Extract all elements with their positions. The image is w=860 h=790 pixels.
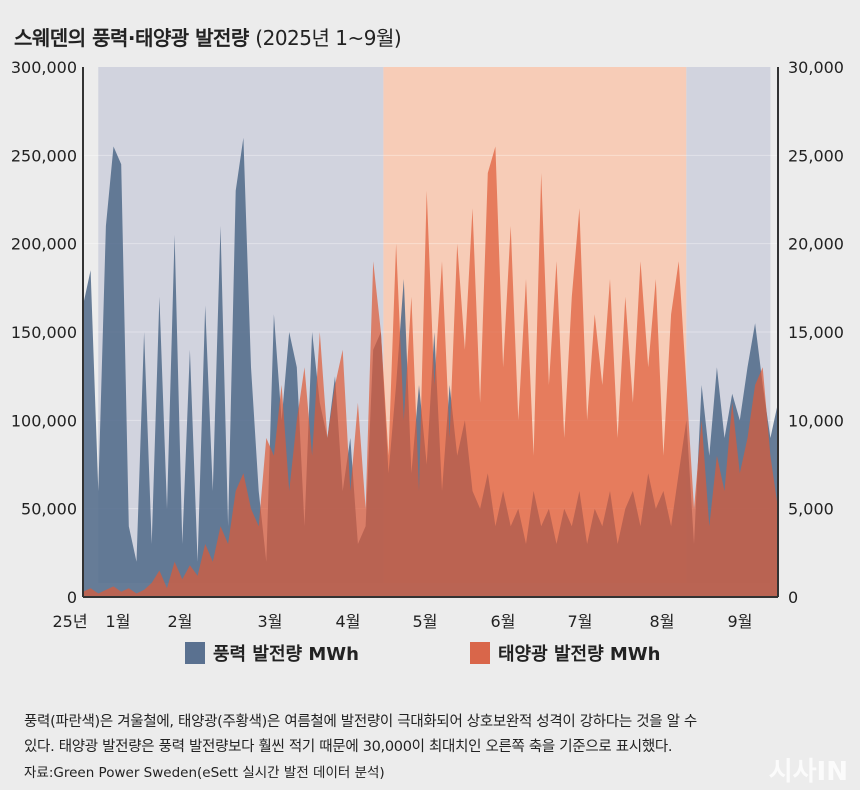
source-note: 자료:Green Power Sweden(eSett 실시간 발전 데이터 분… [24, 765, 385, 781]
x-tick-label: 3월 [258, 612, 283, 631]
x-tick-label: 8월 [650, 612, 675, 631]
note-line-2: 있다. 태양광 발전량은 풍력 발전량보다 훨씬 적기 때문에 30,000이 … [24, 739, 673, 755]
x-tick-label: 2월 [168, 612, 193, 631]
legend-solar: 태양광 발전량 MWh [470, 640, 660, 666]
right-tick-label: 20,000 [788, 235, 844, 254]
watermark-logo: 시사IN [768, 757, 848, 787]
title-sub: (2025년 1~9월) [255, 26, 402, 50]
right-tick-label: 10,000 [788, 411, 844, 430]
left-tick-label: 300,000 [11, 58, 77, 77]
legend-wind-label: 풍력 발전량 MWh [213, 644, 359, 665]
title-main: 스웨덴의 풍력·태양광 발전량 [14, 26, 249, 50]
chart-title: 스웨덴의 풍력·태양광 발전량 (2025년 1~9월) [14, 22, 402, 51]
legend-wind-swatch [185, 642, 205, 664]
x-tick-label: 9월 [728, 612, 753, 631]
x-tick-label: 6월 [491, 612, 516, 631]
legend-solar-label: 태양광 발전량 MWh [498, 644, 661, 665]
right-tick-label: 0 [788, 588, 798, 607]
right-tick-label: 30,000 [788, 58, 844, 77]
x-tick-label: 5월 [413, 612, 438, 631]
note-line-1: 풍력(파란색)은 겨울철에, 태양광(주황색)은 여름철에 발전량이 극대화되어… [24, 714, 697, 730]
x-tick-label: 4월 [336, 612, 361, 631]
chart: 0 50,000 100,000 150,000 200,000 250,000 300,0… [11, 58, 844, 631]
legend-wind: 풍력 발전량 MWh [185, 640, 359, 666]
left-tick-label: 250,000 [11, 146, 77, 165]
right-tick-label: 25,000 [788, 146, 844, 165]
solar-area [83, 146, 778, 597]
x-tick-label: 7월 [568, 612, 593, 631]
right-tick-label: 15,000 [788, 323, 844, 342]
left-tick-label: 50,000 [21, 500, 77, 519]
left-tick-label: 100,000 [11, 411, 77, 430]
legend-solar-swatch [470, 642, 490, 664]
x-tick-label: 1월 [106, 612, 131, 631]
x-tick-label: 25년 [52, 612, 87, 631]
left-tick-label: 0 [67, 588, 77, 607]
wind-area [83, 137, 778, 597]
left-tick-label: 200,000 [11, 235, 77, 254]
left-tick-label: 150,000 [11, 323, 77, 342]
right-tick-label: 5,000 [788, 500, 834, 519]
